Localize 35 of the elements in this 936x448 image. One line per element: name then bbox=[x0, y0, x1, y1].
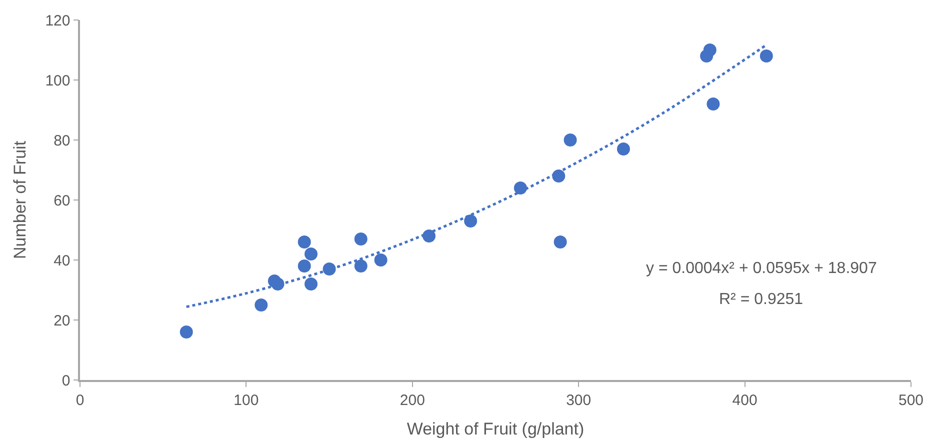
y-tick-label: 60 bbox=[54, 192, 70, 210]
point bbox=[298, 236, 311, 248]
y-tick-label: 40 bbox=[54, 252, 70, 270]
point bbox=[374, 254, 388, 266]
x-tick-label: 0 bbox=[76, 392, 84, 409]
y-tick-label: 80 bbox=[54, 132, 70, 150]
y-axis-title: Number of Fruit bbox=[10, 140, 30, 260]
annotation: y = 0.0004x² + 0.0595x + 18.907 bbox=[646, 260, 877, 277]
point bbox=[298, 260, 311, 272]
point bbox=[616, 142, 630, 156]
x-tick-label: 200 bbox=[400, 392, 425, 409]
point bbox=[703, 44, 716, 56]
point bbox=[304, 248, 318, 260]
x-tick-label: 500 bbox=[898, 392, 924, 409]
x-tick-label: 100 bbox=[234, 392, 259, 409]
annotation: R² = 0.9251 bbox=[719, 291, 804, 308]
point bbox=[354, 260, 368, 272]
point bbox=[564, 134, 577, 146]
point bbox=[706, 98, 720, 110]
point bbox=[354, 232, 368, 246]
y-tick-label: 120 bbox=[45, 12, 70, 30]
point bbox=[760, 50, 773, 62]
x-tick-label: 400 bbox=[732, 392, 758, 409]
point bbox=[514, 182, 527, 194]
point bbox=[422, 230, 436, 242]
point bbox=[464, 214, 478, 228]
point bbox=[304, 278, 318, 290]
x-tick-label: 300 bbox=[566, 392, 592, 409]
y-tick-label: 0 bbox=[62, 372, 70, 390]
y-tick-label: 100 bbox=[45, 72, 70, 90]
y-tick-label: 20 bbox=[54, 312, 70, 330]
point bbox=[254, 298, 268, 312]
point bbox=[554, 236, 567, 248]
point bbox=[180, 326, 193, 338]
x-axis-title: Weight of Fruit (g/plant) bbox=[406, 420, 584, 439]
